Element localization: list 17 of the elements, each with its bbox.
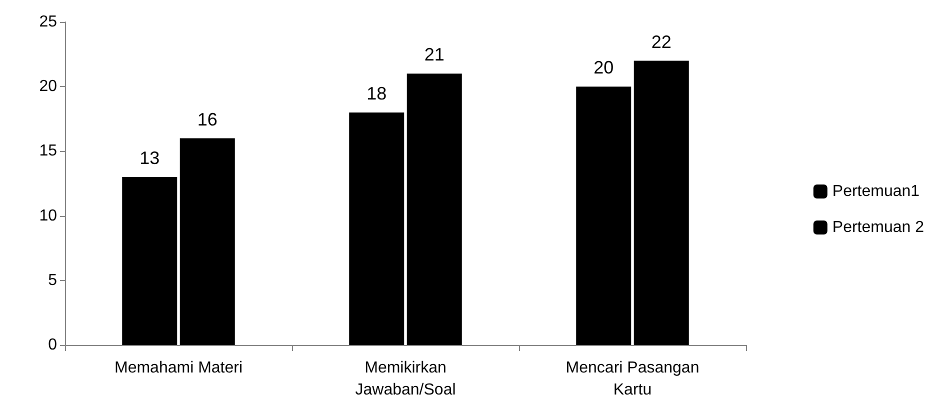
- x-tick-label: Mencari Pasangan Kartu: [566, 360, 700, 398]
- data-label: 16: [197, 109, 218, 130]
- data-label: 21: [424, 44, 444, 65]
- y-tick-label: 15: [39, 142, 58, 160]
- legend-label: Pertemuan 2: [832, 219, 924, 236]
- y-tick-label: 25: [39, 14, 58, 30]
- x-tick-label: Memikirkan Jawaban/Soal: [355, 360, 456, 398]
- data-label: 13: [140, 148, 160, 168]
- y-tick-label: 5: [48, 272, 58, 289]
- data-label: 22: [651, 32, 672, 52]
- y-tick-label: 20: [39, 78, 58, 96]
- y-tick-label: 0: [48, 336, 58, 354]
- data-label: 18: [366, 83, 387, 104]
- x-tick-label: Memahami Materi: [114, 360, 243, 376]
- legend-label: Pertemuan1: [832, 183, 920, 200]
- data-label: 20: [594, 58, 614, 78]
- y-tick-label: 10: [39, 207, 58, 224]
